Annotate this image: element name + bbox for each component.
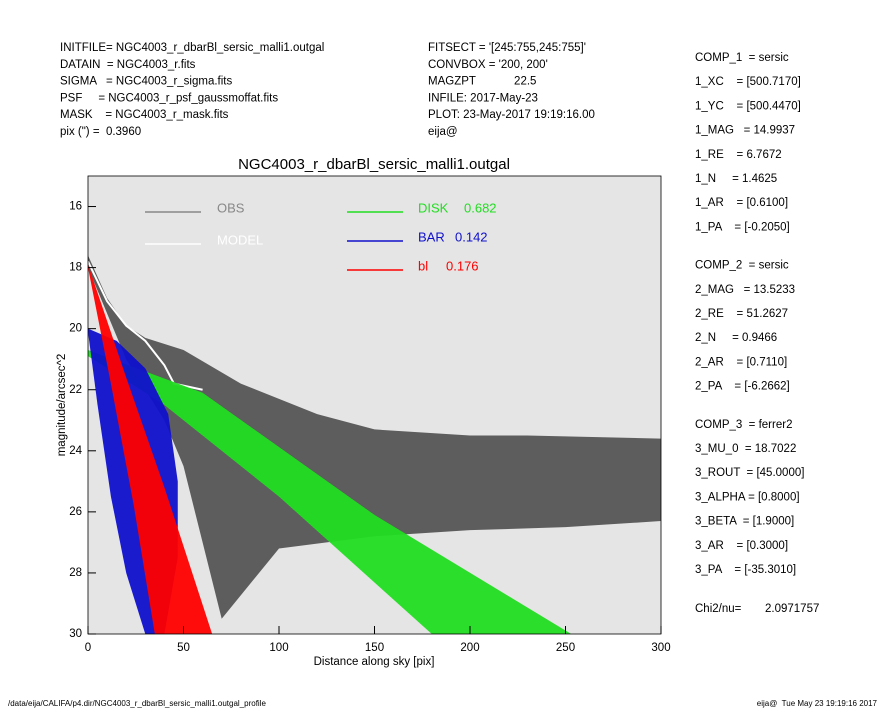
header-line: INFILE: 2017-May-23 bbox=[428, 92, 538, 104]
x-tick-label: 200 bbox=[460, 642, 479, 654]
component-band bbox=[88, 264, 213, 634]
param-line: 2_RE = 51.2627 bbox=[695, 308, 788, 320]
plot-marks bbox=[88, 255, 661, 634]
x-tick-label: 150 bbox=[365, 642, 384, 654]
legend-fraction: 0.142 bbox=[455, 229, 488, 244]
x-tick-label: 300 bbox=[651, 642, 670, 654]
param-line: 1_AR = [0.6100] bbox=[695, 197, 788, 209]
y-tick-label: 16 bbox=[69, 201, 82, 213]
param-line: 1_PA = [-0.2050] bbox=[695, 221, 790, 233]
param-line: 2_PA = [-6.2662] bbox=[695, 381, 790, 393]
param-line: COMP_3 = ferrer2 bbox=[695, 419, 792, 431]
y-tick-label: 22 bbox=[69, 384, 82, 396]
y-tick-label: 20 bbox=[69, 323, 82, 335]
x-tick-label: 0 bbox=[85, 642, 91, 654]
x-tick-label: 100 bbox=[269, 642, 288, 654]
legend-label: MODEL bbox=[217, 232, 263, 247]
param-line: 2_AR = [0.7110] bbox=[695, 356, 787, 368]
header-line: FITSECT = '[245:755,245:755]' bbox=[428, 42, 586, 54]
legend-fraction: 0.176 bbox=[446, 258, 479, 273]
param-line: 3_PA = [-35.3010] bbox=[695, 564, 796, 576]
param-line: 3_ROUT = [45.0000] bbox=[695, 467, 804, 479]
y-axis-label: magnitude/arcsec^2 bbox=[56, 354, 68, 457]
legend-label: BAR bbox=[418, 229, 445, 244]
x-axis-label: Distance along sky [pix] bbox=[314, 656, 435, 668]
chi-label: Chi2/nu= bbox=[695, 603, 742, 615]
y-tick-label: 28 bbox=[69, 567, 82, 579]
param-line: COMP_1 = sersic bbox=[695, 52, 789, 64]
component-band bbox=[88, 255, 661, 619]
x-tick-label: 250 bbox=[556, 642, 575, 654]
param-line: 1_XC = [500.7170] bbox=[695, 76, 801, 88]
header-line: MAGZPT 22.5 bbox=[428, 76, 536, 88]
param-line: 1_MAG = 14.9937 bbox=[695, 125, 795, 137]
header-line: SIGMA = NGC4003_r_sigma.fits bbox=[60, 76, 232, 88]
header-line: CONVBOX = '200, 200' bbox=[428, 59, 548, 71]
x-tick-label: 50 bbox=[177, 642, 190, 654]
param-line: 3_MU_0 = 18.7022 bbox=[695, 443, 796, 455]
y-tick-label: 24 bbox=[69, 445, 82, 457]
header-line: pix (") = 0.3960 bbox=[60, 126, 141, 138]
header-line: INITFILE= NGC4003_r_dbarBl_sersic_malli1… bbox=[60, 42, 324, 54]
y-tick-label: 18 bbox=[69, 262, 82, 274]
component-band bbox=[88, 350, 572, 634]
param-line: 2_MAG = 13.5233 bbox=[695, 284, 795, 296]
param-line: 1_N = 1.4625 bbox=[695, 173, 777, 185]
param-line: 2_N = 0.9466 bbox=[695, 332, 777, 344]
param-line: 3_AR = [0.3000] bbox=[695, 540, 788, 552]
header-line: DATAIN = NGC4003_r.fits bbox=[60, 59, 196, 71]
legend-label: bl bbox=[418, 258, 428, 273]
header-line: eija@ bbox=[428, 126, 458, 138]
param-line: COMP_2 = sersic bbox=[695, 260, 789, 272]
param-line: 1_RE = 6.7672 bbox=[695, 149, 782, 161]
param-line: 3_ALPHA = [0.8000] bbox=[695, 491, 800, 503]
param-line: 3_BETA = [1.9000] bbox=[695, 516, 794, 528]
legend-label: OBS bbox=[217, 200, 245, 215]
legend-label: DISK bbox=[418, 200, 449, 215]
header-line: MASK = NGC4003_r_mask.fits bbox=[60, 109, 229, 121]
chart-title: NGC4003_r_dbarBl_sersic_malli1.outgal bbox=[238, 156, 510, 173]
footer-left: /data/eija/CALIFA/p4.dir/NGC4003_r_dbarB… bbox=[8, 699, 266, 708]
y-tick-label: 26 bbox=[69, 506, 82, 518]
header-line: PLOT: 23-May-2017 19:19:16.00 bbox=[428, 109, 595, 121]
y-tick-label: 30 bbox=[69, 628, 82, 640]
footer-right: eija@ Tue May 23 19:19:16 2017 bbox=[757, 699, 878, 708]
header-line: PSF = NGC4003_r_psf_gaussmoffat.fits bbox=[60, 92, 278, 104]
legend-fraction: 0.682 bbox=[464, 200, 497, 215]
param-line: 1_YC = [500.4470] bbox=[695, 100, 801, 112]
chi-value: 2.0971757 bbox=[765, 603, 819, 615]
